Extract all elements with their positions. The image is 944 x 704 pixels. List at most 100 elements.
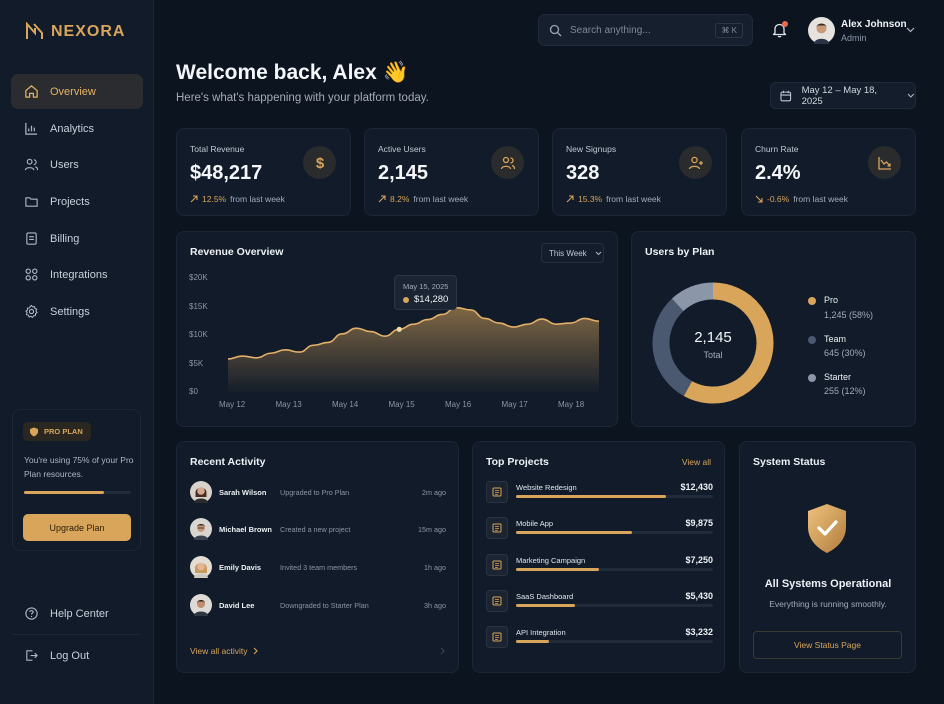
document-icon bbox=[492, 596, 502, 606]
sidebar-item-users[interactable]: Users bbox=[11, 147, 143, 182]
logo-mark-icon bbox=[26, 22, 43, 39]
users-donut-chart bbox=[652, 282, 774, 404]
sidebar-item-label: Analytics bbox=[50, 122, 95, 135]
grid-icon bbox=[25, 268, 38, 281]
y-tick-label: $20K bbox=[189, 273, 208, 282]
chevron-down-icon bbox=[595, 251, 601, 255]
project-progress bbox=[516, 640, 713, 643]
project-row[interactable]: Mobile App $9,875 bbox=[486, 517, 713, 541]
sidebar-divider bbox=[12, 634, 141, 635]
project-row[interactable]: Website Redesign $12,430 bbox=[486, 481, 713, 505]
project-progress-fill bbox=[516, 604, 576, 607]
user-avatar[interactable] bbox=[808, 17, 835, 44]
arrow-down-right-icon bbox=[755, 195, 763, 203]
arrow-up-right-icon bbox=[190, 195, 198, 203]
legend-dot-starter bbox=[808, 374, 816, 382]
upgrade-plan-button[interactable]: Upgrade Plan bbox=[23, 514, 131, 541]
y-tick-label: $15K bbox=[189, 301, 208, 311]
x-tick-label: May 15 bbox=[388, 400, 415, 409]
sidebar-item-analytics[interactable]: Analytics bbox=[11, 111, 143, 146]
activity-row[interactable]: Emily Davis Invited 3 team members 1h ag… bbox=[190, 556, 446, 580]
legend-value: 645 (30%) bbox=[824, 348, 866, 358]
sidebar-item-label: Billing bbox=[50, 232, 80, 245]
range-select[interactable]: This Week bbox=[541, 243, 604, 263]
project-progress-fill bbox=[516, 568, 599, 571]
avatar bbox=[190, 518, 212, 540]
log-out-label: Log Out bbox=[50, 649, 90, 662]
user-role: Admin bbox=[841, 33, 867, 43]
arrow-up-right-icon bbox=[566, 195, 574, 203]
view-status-page-button[interactable]: View Status Page bbox=[753, 631, 902, 659]
tooltip-dot bbox=[403, 296, 409, 303]
stat-icon-wrap bbox=[679, 146, 712, 179]
view-all-projects-link[interactable]: View all bbox=[681, 457, 711, 467]
stat-change: 15.3% from last week bbox=[566, 194, 661, 204]
page-title: Welcome back, Alex 👋 bbox=[176, 61, 409, 84]
page-subtitle: Here's what's happening with your platfo… bbox=[176, 92, 429, 104]
notification-dot bbox=[782, 21, 788, 27]
search-input[interactable]: Search anything... ⌘ K bbox=[538, 14, 753, 46]
avatar bbox=[190, 594, 212, 616]
revenue-chart bbox=[227, 306, 600, 392]
stat-value: 2,145 bbox=[378, 162, 429, 184]
stat-card-revenue: Total Revenue $48,217 12.5% from last we… bbox=[176, 128, 351, 216]
project-icon bbox=[486, 481, 508, 503]
chevron-right-icon[interactable] bbox=[440, 647, 445, 655]
stat-change: 8.2% from last week bbox=[378, 194, 468, 204]
project-row[interactable]: SaaS Dashboard $5,430 bbox=[486, 590, 713, 614]
card-title: System Status bbox=[753, 456, 826, 468]
stat-change: 12.5% from last week bbox=[190, 194, 285, 204]
sidebar-item-billing[interactable]: Billing bbox=[11, 221, 143, 256]
document-icon bbox=[492, 632, 502, 642]
chevron-down-icon bbox=[907, 93, 915, 98]
donut-slice-team[interactable] bbox=[652, 298, 693, 396]
legend-name: Starter bbox=[824, 372, 852, 382]
donut-slice-starter[interactable] bbox=[671, 282, 714, 312]
project-progress bbox=[516, 604, 713, 607]
bar-chart-icon bbox=[25, 122, 38, 135]
shield-check-icon bbox=[808, 504, 846, 553]
sidebar-item-integrations[interactable]: Integrations bbox=[11, 257, 143, 292]
view-all-activity-link[interactable]: View all activity bbox=[190, 646, 259, 656]
search-icon bbox=[549, 24, 562, 36]
x-tick-label: May 14 bbox=[332, 400, 359, 409]
stat-icon-wrap: $ bbox=[303, 146, 336, 179]
log-out-link[interactable]: Log Out bbox=[11, 638, 143, 673]
sidebar-item-label: Overview bbox=[50, 85, 96, 98]
recent-activity-card: Recent Activity Sarah Wilson Upgraded to… bbox=[176, 441, 459, 673]
sidebar-item-label: Settings bbox=[50, 305, 90, 318]
stat-value: 2.4% bbox=[755, 162, 801, 184]
project-progress bbox=[516, 531, 713, 534]
sidebar-item-projects[interactable]: Projects bbox=[11, 184, 143, 219]
help-center-link[interactable]: Help Center bbox=[11, 596, 143, 631]
chevron-down-icon[interactable] bbox=[906, 27, 915, 33]
card-title: Users by Plan bbox=[645, 246, 715, 258]
stat-value: $48,217 bbox=[190, 162, 263, 184]
brand-logo[interactable]: NEXORA bbox=[25, 22, 125, 41]
stat-card-active-users: Active Users 2,145 8.2% from last week bbox=[364, 128, 539, 216]
bell-icon[interactable] bbox=[772, 22, 787, 38]
activity-row[interactable]: Sarah Wilson Upgraded to Pro Plan 2m ago bbox=[190, 481, 446, 505]
donut-total: 2,145 bbox=[694, 329, 732, 346]
legend-value: 1,245 (58%) bbox=[824, 310, 874, 320]
project-row[interactable]: API Integration $3,232 bbox=[486, 626, 713, 650]
sidebar-item-settings[interactable]: Settings bbox=[11, 294, 143, 329]
help-icon bbox=[25, 607, 38, 620]
activity-row[interactable]: David Lee Downgraded to Starter Plan 3h … bbox=[190, 594, 446, 618]
plan-usage-fill bbox=[24, 491, 105, 494]
project-row[interactable]: Marketing Campaign $7,250 bbox=[486, 554, 713, 578]
tooltip-date: May 15, 2025 bbox=[403, 282, 449, 291]
sidebar-item-overview[interactable]: Overview bbox=[11, 74, 143, 109]
stat-value: 328 bbox=[566, 162, 600, 184]
stat-label: Total Revenue bbox=[190, 144, 245, 154]
activity-row[interactable]: Michael Brown Created a new project 15m … bbox=[190, 518, 446, 542]
system-status-title: All Systems Operational bbox=[764, 578, 892, 590]
donut-slice-pro[interactable] bbox=[683, 282, 774, 404]
document-icon bbox=[492, 523, 502, 533]
plan-usage-bar bbox=[24, 491, 131, 494]
legend-name: Pro bbox=[824, 295, 839, 305]
svg-text:$: $ bbox=[315, 155, 324, 171]
pro-plan-badge: PRO PLAN bbox=[23, 422, 91, 441]
highlight-point[interactable] bbox=[396, 326, 402, 332]
date-range-picker[interactable]: May 12 – May 18, 2025 bbox=[770, 82, 916, 109]
